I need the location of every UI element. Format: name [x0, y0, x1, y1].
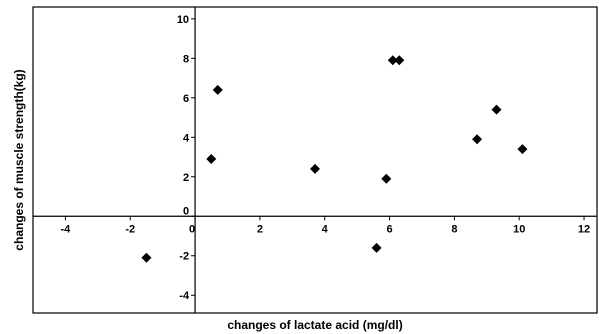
x-axis-ticks: -4 -2 0 2 4 6 8 10 12 [61, 216, 590, 235]
data-point [206, 154, 217, 165]
x-tick-label: 12 [578, 223, 590, 235]
x-tick-label: -4 [61, 223, 72, 235]
plot-frame [32, 6, 598, 314]
data-point [381, 173, 392, 184]
x-tick-label: 4 [322, 223, 329, 235]
data-point [212, 84, 223, 95]
data-point [394, 55, 405, 66]
y-axis-ticks: -4 -2 0 2 4 6 8 10 [177, 14, 196, 302]
y-tick-label: 10 [177, 14, 189, 26]
data-point [387, 55, 398, 66]
data-point [472, 134, 483, 145]
data-point [141, 252, 152, 263]
x-tick-label: 6 [386, 223, 392, 235]
y-tick-label: 6 [183, 93, 189, 105]
y-axis-title: changes of muscle strength(kg) [12, 69, 26, 250]
data-point [310, 163, 320, 174]
y-tick-label: -2 [179, 251, 189, 263]
x-tick-label: 0 [189, 223, 195, 235]
y-tick-label: 8 [183, 53, 189, 65]
x-tick-label: -2 [125, 223, 135, 235]
data-points [141, 55, 528, 263]
data-point [371, 242, 382, 253]
x-tick-label: 10 [513, 223, 525, 235]
data-point [517, 144, 528, 155]
data-point [491, 104, 502, 115]
y-tick-label: -4 [179, 290, 190, 302]
x-axis-title: changes of lactate acid (mg/dl) [227, 318, 402, 332]
y-tick-label: 0 [183, 205, 189, 217]
y-tick-label: 2 [183, 172, 189, 184]
y-tick-label: 4 [183, 132, 190, 144]
x-tick-label: 2 [257, 223, 263, 235]
x-tick-label: 8 [451, 223, 457, 235]
